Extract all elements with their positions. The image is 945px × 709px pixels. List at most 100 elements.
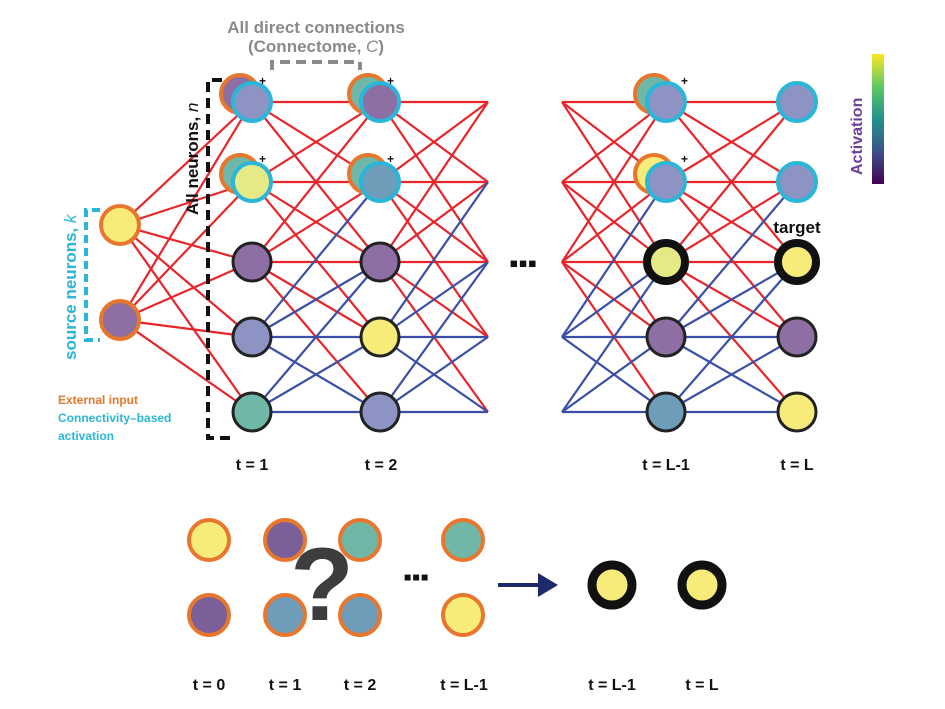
time-label-tL: t = L xyxy=(780,457,814,474)
inhibitory-edge xyxy=(665,181,798,338)
connectome-title-line2: (Connectome, C) xyxy=(248,37,384,56)
inhibitory-edge xyxy=(561,181,667,338)
predicted-target-tL-1 xyxy=(587,560,637,610)
excitatory-edge xyxy=(119,224,253,338)
layer-ellipsis: ▪▪▪ xyxy=(509,248,537,278)
sequence-neuron xyxy=(187,593,231,637)
legend-external-input: External input xyxy=(58,393,138,407)
excitatory-edge xyxy=(119,224,253,413)
plus-sign: + xyxy=(681,152,688,166)
inhibitory-edge xyxy=(251,261,381,413)
neuron-t1 xyxy=(231,391,273,433)
neuron-tL xyxy=(776,161,818,203)
inhibitory-edge xyxy=(665,261,798,338)
question-mark: ? xyxy=(290,527,354,643)
inhibitory-edge xyxy=(561,261,667,413)
neuron-t1 xyxy=(231,316,273,358)
plus-sign: + xyxy=(259,152,266,166)
connection-edges xyxy=(119,100,798,414)
inhibitory-edge xyxy=(251,261,381,338)
source-neuron xyxy=(99,299,141,341)
excitatory-edge xyxy=(665,181,798,263)
source-neurons-label: source neurons, k xyxy=(61,213,80,360)
inhibitory-edge xyxy=(379,336,489,413)
time-label-t2: t = 2 xyxy=(365,457,398,474)
neuron-tL-target xyxy=(774,239,820,285)
neuron-tL-1 xyxy=(643,239,689,285)
excitatory-edge xyxy=(119,319,253,413)
all-neurons-bracket xyxy=(206,78,232,440)
inhibitory-edge xyxy=(379,181,489,338)
excitatory-edge xyxy=(379,101,489,263)
activation-label: Activation xyxy=(849,98,866,175)
plus-sign: + xyxy=(387,152,394,166)
inhibitory-edge xyxy=(665,261,798,413)
inhibitory-edge xyxy=(379,261,489,338)
inhibitory-edge xyxy=(251,336,381,413)
inhibitory-edge xyxy=(251,181,381,338)
neuron-t1 xyxy=(231,161,273,203)
inhibitory-edge xyxy=(379,261,489,413)
plus-sign: + xyxy=(681,74,688,88)
neuron-tL-1 xyxy=(645,161,687,203)
predicted-target-tL xyxy=(677,560,727,610)
sequence-neuron xyxy=(441,593,485,637)
time-label-tL-1: t = L-1 xyxy=(642,457,690,474)
bottom-time-t1: t = 1 xyxy=(269,677,302,694)
sequence-neuron xyxy=(187,518,231,562)
excitatory-edge xyxy=(665,101,798,263)
connectome-title-line1: All direct connections xyxy=(227,18,405,37)
excitatory-edge xyxy=(119,101,253,321)
excitatory-edge xyxy=(119,260,253,322)
bottom-time-t2: t = 2 xyxy=(344,677,377,694)
excitatory-edge xyxy=(251,101,381,263)
excitatory-edge xyxy=(119,181,253,321)
excitatory-edge xyxy=(561,101,667,183)
inhibitory-edge xyxy=(665,336,798,413)
excitatory-edge xyxy=(119,101,253,226)
sequence-neurons xyxy=(187,518,727,637)
sequence-neuron xyxy=(338,593,382,637)
excitatory-edge xyxy=(379,181,489,263)
sequence-neuron xyxy=(338,518,382,562)
plus-sign: + xyxy=(387,74,394,88)
neuron-t2 xyxy=(359,81,401,123)
neuron-tL-1 xyxy=(645,391,687,433)
bottom-time-tL: t = L xyxy=(685,677,719,694)
prediction-arrow xyxy=(498,573,558,597)
legend-connectivity-line1: Connectivity–based xyxy=(58,411,171,425)
excitatory-edge xyxy=(251,101,381,183)
sequence-neuron xyxy=(263,518,307,562)
sequence-ellipsis: ▪▪▪ xyxy=(403,564,429,591)
neuron-tL xyxy=(776,316,818,358)
inhibitory-edge xyxy=(561,336,667,413)
source-neuron xyxy=(99,204,141,246)
source-neurons-bracket xyxy=(84,208,100,342)
excitatory-edge xyxy=(665,101,798,183)
legend-connectivity-line2: activation xyxy=(58,429,114,443)
bottom-time-tL-1: t = L-1 xyxy=(440,677,488,694)
neuron-tL xyxy=(776,81,818,123)
excitatory-edge xyxy=(251,181,381,263)
neuron-t2 xyxy=(359,391,401,433)
target-label: target xyxy=(773,218,821,237)
neuron-tL-1 xyxy=(645,316,687,358)
activation-colorbar xyxy=(872,54,884,184)
sequence-neuron xyxy=(263,593,307,637)
neuron-tL-1 xyxy=(645,81,687,123)
excitatory-edge xyxy=(561,101,667,263)
connectome-bracket xyxy=(270,60,362,70)
excitatory-edge xyxy=(561,181,667,263)
excitatory-edge xyxy=(379,101,489,183)
neuron-nodes xyxy=(99,73,820,433)
excitatory-edge xyxy=(119,318,253,339)
plus-sign: + xyxy=(259,74,266,88)
neuron-t2 xyxy=(359,316,401,358)
sequence-neuron xyxy=(441,518,485,562)
all-neurons-label: All neurons, n xyxy=(183,103,202,215)
bottom-time-tL-1-target: t = L-1 xyxy=(588,677,636,694)
neuron-tL xyxy=(776,391,818,433)
neuron-t1 xyxy=(231,241,273,283)
excitatory-edge xyxy=(119,223,253,264)
